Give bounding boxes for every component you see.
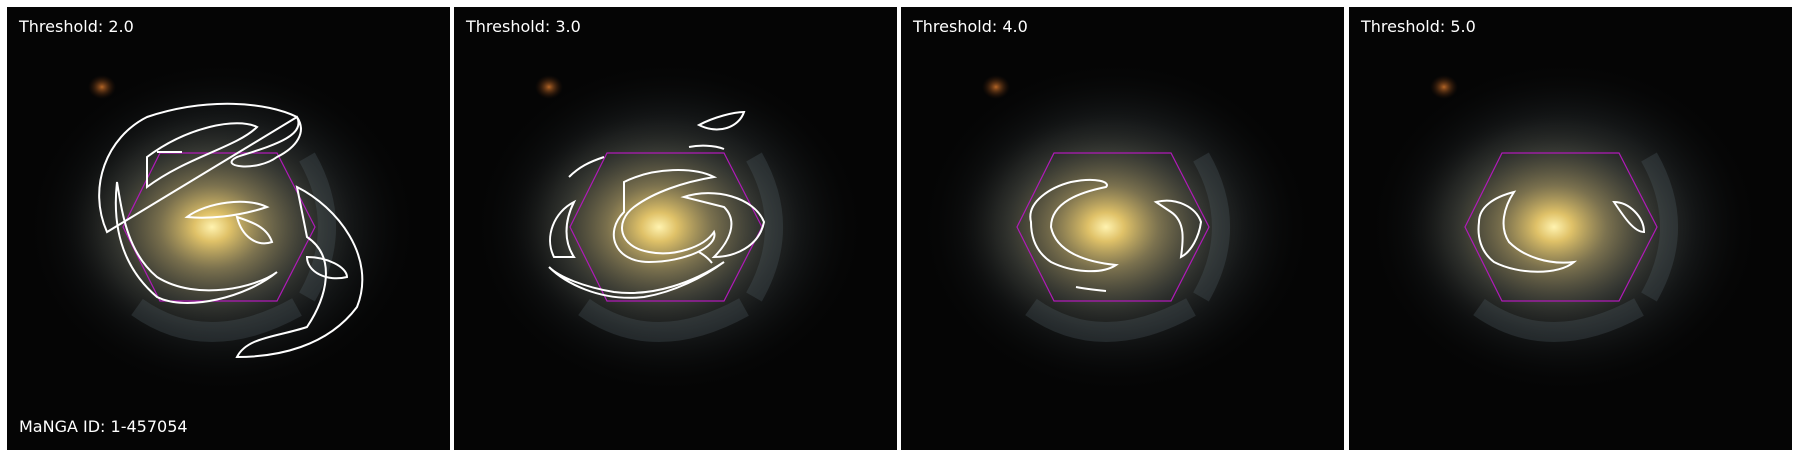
panel-threshold-3: Threshold: 3.0 [454, 7, 897, 450]
manga-id-label: MaNGA ID: 1-457054 [19, 417, 188, 436]
contour-overlay [548, 110, 766, 299]
panel-threshold-4: Threshold: 4.0 [901, 7, 1344, 450]
contour-overlay [1029, 178, 1203, 292]
contour-overlay [1477, 190, 1646, 273]
galaxy-image [7, 7, 450, 450]
threshold-label: Threshold: 4.0 [913, 17, 1028, 36]
threshold-label: Threshold: 5.0 [1361, 17, 1476, 36]
panel-threshold-5: Threshold: 5.0 [1349, 7, 1792, 450]
galaxy-image [454, 7, 897, 450]
contour-overlay [98, 102, 364, 359]
panel-threshold-2: Threshold: 2.0 MaNGA ID: 1-457054 [7, 7, 450, 450]
threshold-label: Threshold: 3.0 [466, 17, 581, 36]
galaxy-image [901, 7, 1344, 450]
galaxy-image [1349, 7, 1792, 450]
threshold-label: Threshold: 2.0 [19, 17, 134, 36]
